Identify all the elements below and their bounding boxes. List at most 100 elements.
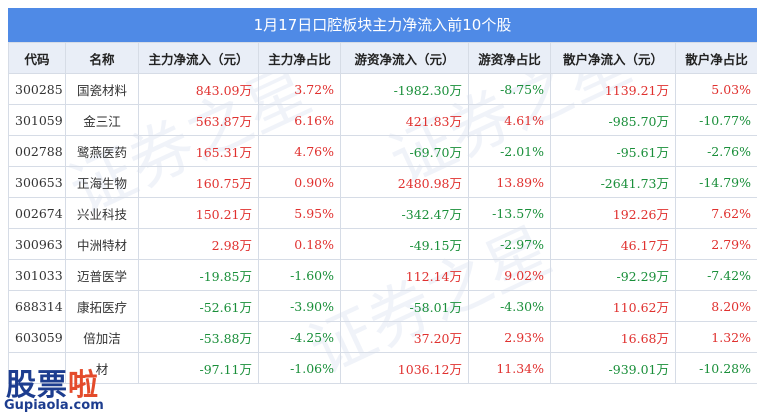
table-row: 002674 兴业科技 150.21万 5.95% -342.47万 -13.57% 192… — [8, 197, 757, 229]
cell-hot-inflow: -58.01万 — [340, 290, 469, 322]
cell-retail-pct: -7.42% — [675, 259, 757, 291]
cell-hot-pct: -2.01% — [468, 135, 551, 167]
logo-text-a: 股票 — [6, 368, 68, 403]
cell-hot-inflow: -342.47万 — [340, 197, 469, 229]
cell-main-inflow: 165.31万 — [138, 135, 259, 167]
cell-hot-inflow: 1036.12万 — [340, 352, 469, 384]
header-retail-inflow: 散户净流入（元） — [550, 42, 676, 74]
cell-code: 300653 — [8, 166, 66, 198]
cell-main-pct: -1.06% — [258, 352, 341, 384]
cell-hot-inflow: -49.15万 — [340, 228, 469, 260]
cell-main-pct: -1.60% — [258, 259, 341, 291]
table-row: 002788 鹭燕医药 165.31万 4.76% -69.70万 -2.01% -95.6… — [8, 135, 757, 167]
cell-code: 603059 — [8, 321, 66, 353]
cell-retail-pct: 2.79% — [675, 228, 757, 260]
logo-text-b: 啦 — [68, 368, 99, 403]
header-row: 代码 名称 主力净流入（元） 主力净占比 游资净流入（元） 游资净占比 散户净流… — [8, 42, 757, 74]
cell-retail-inflow: -92.29万 — [550, 259, 676, 291]
cell-main-pct: 0.18% — [258, 228, 341, 260]
cell-main-pct: 5.95% — [258, 197, 341, 229]
site-logo: 股票啦 Gupiaola.com — [0, 356, 130, 418]
cell-name: 倍加洁 — [65, 321, 139, 353]
cell-main-inflow: -52.61万 — [138, 290, 259, 322]
cell-hot-pct: -4.30% — [468, 290, 551, 322]
cell-name: 康拓医疗 — [65, 290, 139, 322]
cell-hot-pct: 9.02% — [468, 259, 551, 291]
cell-main-pct: -4.25% — [258, 321, 341, 353]
cell-retail-inflow: 1139.21万 — [550, 73, 676, 105]
cell-code — [8, 352, 66, 384]
cell-hot-inflow: 2480.98万 — [340, 166, 469, 198]
cell-hot-pct: 4.61% — [468, 104, 551, 136]
table-row: 300963 中洲特材 2.98万 0.18% -49.15万 -2.97% 46.17万 2… — [8, 228, 757, 260]
header-code: 代码 — [8, 42, 66, 74]
cell-name: 兴业科技 — [65, 197, 139, 229]
table-title: 1月17日口腔板块主力净流入前10个股 — [8, 8, 757, 42]
cell-code: 002674 — [8, 197, 66, 229]
header-name: 名称 — [65, 42, 139, 74]
cell-retail-inflow: 46.17万 — [550, 228, 676, 260]
table-row: 301033 迈普医学 -19.85万 -1.60% 112.14万 9.02% -92.2… — [8, 259, 757, 291]
cell-code: 002788 — [8, 135, 66, 167]
cell-hot-inflow: -1982.30万 — [340, 73, 469, 105]
fund-flow-table: 代码 名称 主力净流入（元） 主力净占比 游资净流入（元） 游资净占比 散户净流… — [8, 42, 757, 384]
cell-retail-pct: -2.76% — [675, 135, 757, 167]
cell-name: 国瓷材料 — [65, 73, 139, 105]
table-row: 688314 康拓医疗 -52.61万 -3.90% -58.01万 -4.30% 110.… — [8, 290, 757, 322]
cell-main-pct: 3.72% — [258, 73, 341, 105]
cell-main-pct: 0.90% — [258, 166, 341, 198]
cell-retail-inflow: -985.70万 — [550, 104, 676, 136]
header-hot-pct: 游资净占比 — [468, 42, 551, 74]
cell-hot-pct: 13.89% — [468, 166, 551, 198]
header-retail-pct: 散户净占比 — [675, 42, 757, 74]
cell-main-pct: -3.90% — [258, 290, 341, 322]
cell-hot-pct: 2.93% — [468, 321, 551, 353]
table-row: 603059 倍加洁 -53.88万 -4.25% 37.20万 2.93% 16.68万 1… — [8, 321, 757, 353]
cell-main-inflow: 563.87万 — [138, 104, 259, 136]
cell-hot-pct: -8.75% — [468, 73, 551, 105]
header-hot-inflow: 游资净流入（元） — [340, 42, 469, 74]
cell-retail-pct: 1.32% — [675, 321, 757, 353]
cell-main-inflow: -19.85万 — [138, 259, 259, 291]
cell-main-inflow: -97.11万 — [138, 352, 259, 384]
cell-name: 迈普医学 — [65, 259, 139, 291]
logo-url: Gupiaola.com — [4, 398, 104, 413]
cell-code: 688314 — [8, 290, 66, 322]
cell-name: 材 — [65, 352, 139, 384]
cell-retail-pct: -10.77% — [675, 104, 757, 136]
cell-main-inflow: 150.21万 — [138, 197, 259, 229]
cell-retail-inflow: -95.61万 — [550, 135, 676, 167]
table-row: 300285 国瓷材料 843.09万 3.72% -1982.30万 -8.75% 113… — [8, 73, 757, 105]
cell-name: 正海生物 — [65, 166, 139, 198]
cell-main-pct: 4.76% — [258, 135, 341, 167]
cell-retail-inflow: 110.62万 — [550, 290, 676, 322]
cell-code: 301033 — [8, 259, 66, 291]
cell-retail-pct: 7.62% — [675, 197, 757, 229]
header-main-inflow: 主力净流入（元） — [138, 42, 259, 74]
cell-code: 300285 — [8, 73, 66, 105]
cell-main-inflow: 160.75万 — [138, 166, 259, 198]
cell-retail-inflow: 192.26万 — [550, 197, 676, 229]
cell-hot-inflow: 421.83万 — [340, 104, 469, 136]
cell-name: 鹭燕医药 — [65, 135, 139, 167]
cell-hot-inflow: -69.70万 — [340, 135, 469, 167]
cell-hot-inflow: 112.14万 — [340, 259, 469, 291]
cell-main-inflow: -53.88万 — [138, 321, 259, 353]
cell-code: 301059 — [8, 104, 66, 136]
cell-name: 中洲特材 — [65, 228, 139, 260]
cell-main-inflow: 843.09万 — [138, 73, 259, 105]
stock-table-card: 1月17日口腔板块主力净流入前10个股 代码 名称 主力净流入（元） 主力净占比… — [8, 8, 757, 384]
cell-retail-pct: 8.20% — [675, 290, 757, 322]
cell-name: 金三江 — [65, 104, 139, 136]
cell-retail-inflow: -939.01万 — [550, 352, 676, 384]
cell-retail-inflow: -2641.73万 — [550, 166, 676, 198]
header-main-pct: 主力净占比 — [258, 42, 341, 74]
cell-hot-pct: 11.34% — [468, 352, 551, 384]
cell-retail-pct: -10.28% — [675, 352, 757, 384]
cell-code: 300963 — [8, 228, 66, 260]
table-row: 300653 正海生物 160.75万 0.90% 2480.98万 13.89% -264… — [8, 166, 757, 198]
cell-retail-inflow: 16.68万 — [550, 321, 676, 353]
cell-main-pct: 6.16% — [258, 104, 341, 136]
cell-hot-pct: -13.57% — [468, 197, 551, 229]
cell-hot-pct: -2.97% — [468, 228, 551, 260]
